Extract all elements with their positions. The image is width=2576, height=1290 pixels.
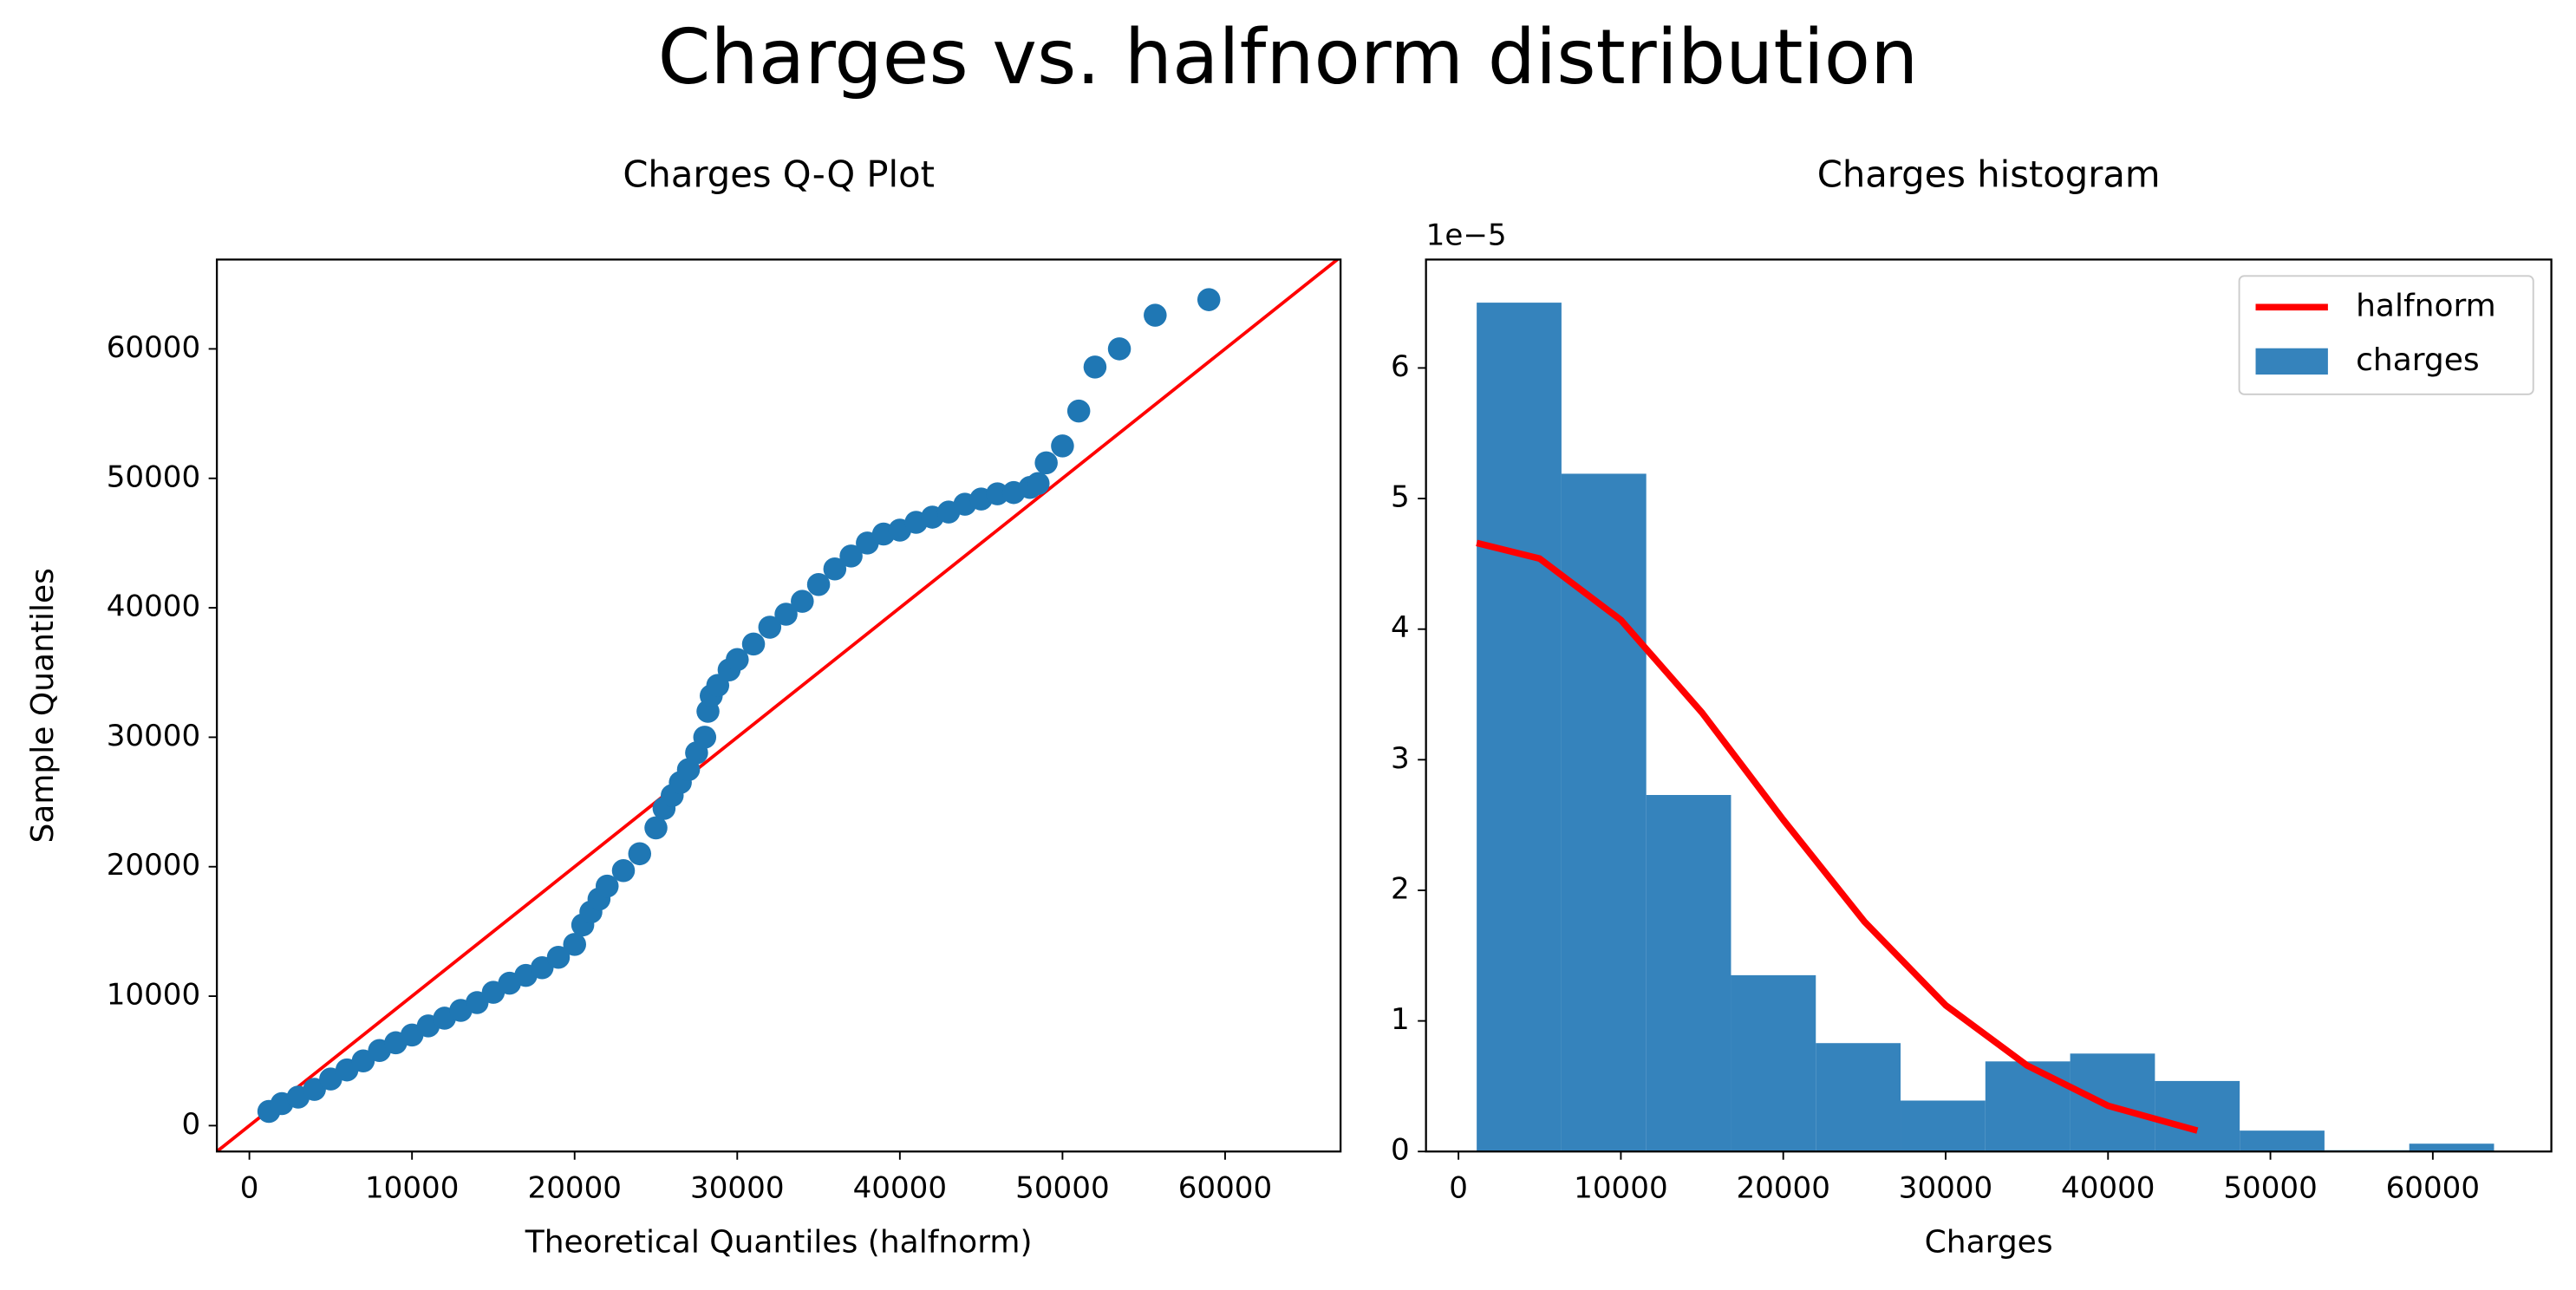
y-tick-label: 1 [1391,1002,1410,1037]
x-tick-label: 50000 [1015,1170,1109,1205]
point [823,557,847,581]
x-tick-label: 30000 [1899,1170,1992,1205]
point [791,590,814,613]
point [758,616,782,639]
histogram-bar [2240,1130,2325,1152]
figure-title: Charges vs. halfnorm distribution [658,13,1919,101]
x-tick-label: 60000 [1178,1170,1272,1205]
y-tick-label: 5 [1391,480,1410,515]
point [1034,451,1058,475]
point [1027,472,1050,495]
point [628,842,652,866]
y-tick-label: 40000 [107,590,200,624]
y-tick-label: 4 [1391,610,1410,645]
plot-area [1476,303,2494,1152]
point [741,632,766,656]
histogram-bar [2070,1053,2155,1152]
axes-frame [1425,258,2553,1153]
y-tick-label: 0 [1391,1133,1410,1168]
histogram-bar [1901,1100,1986,1152]
x-tick-label: 0 [1449,1170,1468,1205]
point [595,874,619,898]
subplot-title: Charges Q-Q Plot [623,153,935,196]
legend-label: halfnorm [2356,288,2496,323]
y-offset-label: 1e−5 [1426,218,1507,252]
y-tick-label: 0 [181,1107,200,1142]
histogram-bar [1477,303,1562,1152]
point [1083,355,1107,379]
point [726,648,749,672]
plot-area [217,259,1340,1152]
point [546,945,571,969]
reference-line [217,259,1340,1152]
y-tick-label: 3 [1391,741,1410,776]
point [806,572,831,596]
histogram-bar [1561,473,1647,1152]
point [1107,337,1131,361]
x-tick-label: 40000 [2061,1170,2155,1205]
x-tick-label: 30000 [690,1170,784,1205]
point [1066,399,1091,423]
point [839,544,863,568]
x-tick-label: 10000 [1574,1170,1667,1205]
x-tick-label: 10000 [365,1170,459,1205]
axes-frame [215,258,1342,1153]
histogram-bar [1816,1043,1901,1152]
point [611,858,636,883]
x-axis-label: Theoretical Quantiles (halfnorm) [525,1224,1033,1260]
y-tick-label: 30000 [107,719,200,753]
y-tick-label: 20000 [107,848,200,883]
x-tick-label: 60000 [2386,1170,2480,1205]
y-tick-label: 2 [1391,871,1410,906]
histogram-bar [1646,795,1731,1152]
histogram-bar [1985,1061,2071,1152]
x-axis-label: Charges [1925,1224,2053,1260]
point [563,933,586,956]
y-axis-label: Sample Quantiles [25,568,61,843]
y-tick-label: 60000 [107,330,200,365]
point [644,816,668,840]
legend-swatch [2255,348,2328,375]
x-tick-label: 20000 [528,1170,622,1205]
subplot-title: Charges histogram [1817,153,2161,196]
x-tick-label: 40000 [853,1170,947,1205]
point [1197,288,1221,311]
point [1051,434,1074,458]
y-tick-label: 50000 [107,459,200,494]
point [774,603,798,626]
x-tick-label: 20000 [1736,1170,1829,1205]
legend-label: charges [2356,342,2480,378]
histogram-bar [2155,1080,2240,1152]
point [693,726,717,749]
density-line [1476,539,2199,1134]
point [1144,303,1167,327]
histogram-bar [2409,1143,2494,1152]
histogram-bar [1731,974,1816,1152]
x-tick-label: 50000 [2223,1170,2317,1205]
y-tick-label: 6 [1391,349,1410,384]
y-tick-label: 10000 [107,978,200,1013]
x-tick-label: 0 [240,1170,259,1205]
